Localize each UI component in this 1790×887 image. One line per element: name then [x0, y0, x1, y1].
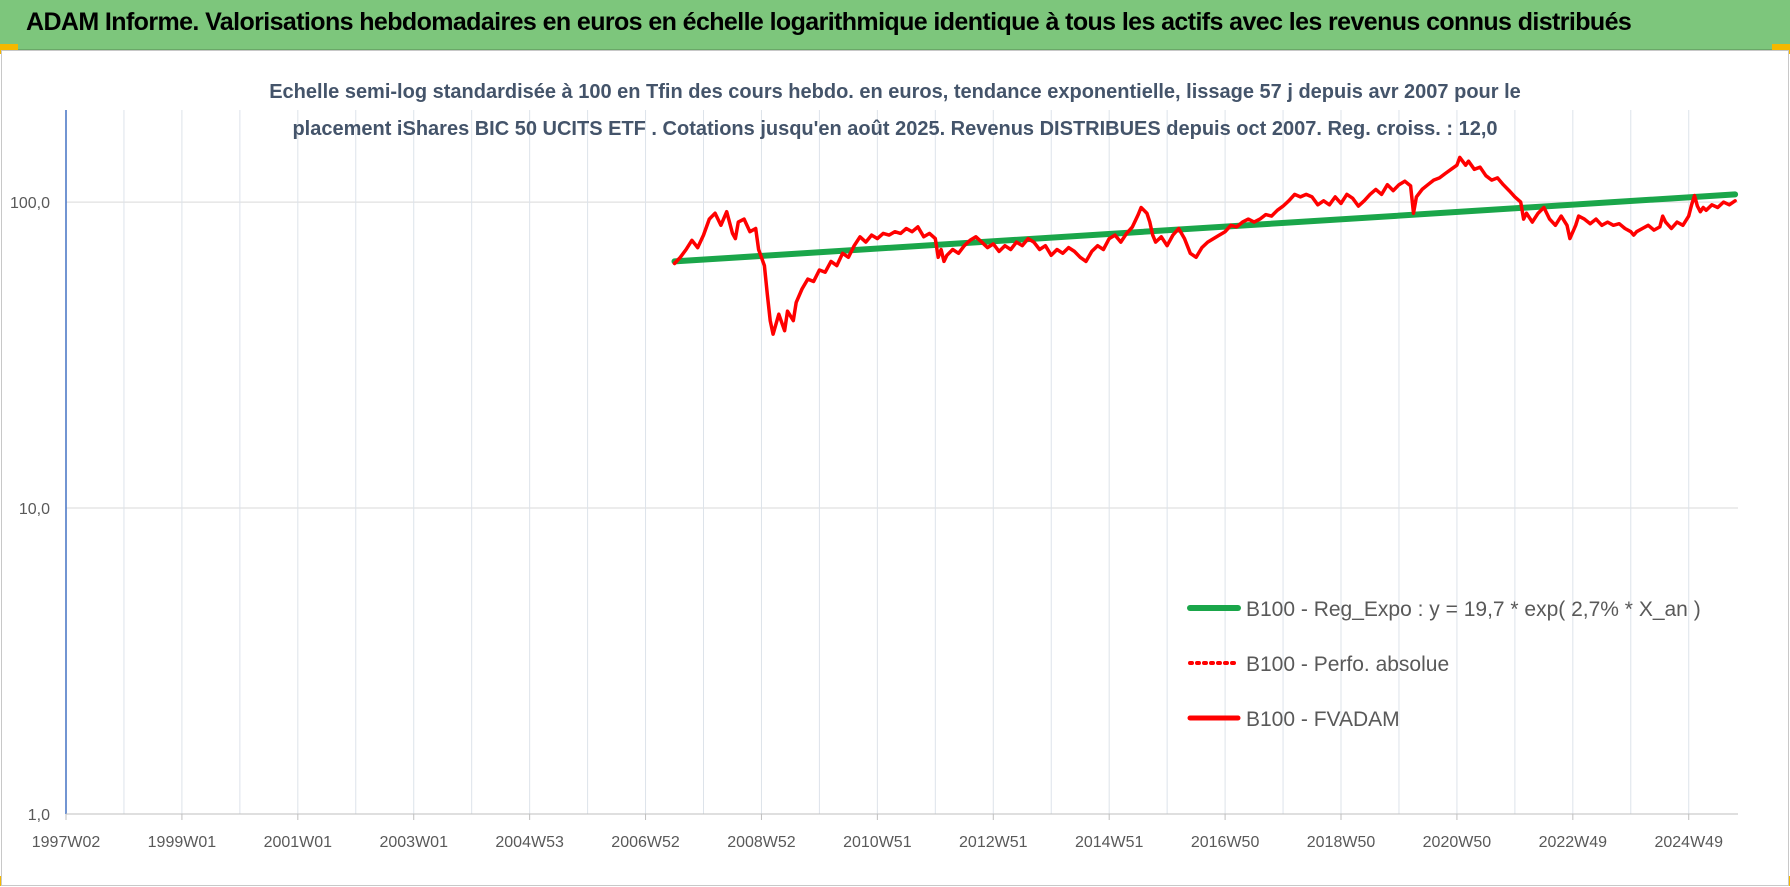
x-tick-label: 2008W52	[727, 834, 796, 851]
x-tick-label: 2016W50	[1191, 834, 1260, 851]
x-tick-label: 1997W02	[32, 834, 101, 851]
x-tick-label: 2012W51	[959, 834, 1028, 851]
series-layer	[671, 155, 1739, 336]
x-tick-label: 1999W01	[148, 834, 217, 851]
y-tick-label: 10,0	[19, 501, 50, 518]
legend-label-1: B100 - Perfo. absolue	[1246, 653, 1449, 676]
x-tick-label: 2001W01	[264, 834, 333, 851]
corner-marker-top-right	[1772, 44, 1790, 54]
chart-subtitle-line-1: Echelle semi-log standardisée à 100 en T…	[269, 81, 1521, 103]
y-tick-label: 1,0	[28, 807, 50, 824]
legend-label-0: B100 - Reg_Expo : y = 19,7 * exp( 2,7% *…	[1246, 598, 1701, 621]
x-tick-label: 2004W53	[495, 834, 564, 851]
x-tick-label: 2024W49	[1654, 834, 1723, 851]
y-tick-label: 100,0	[10, 195, 50, 212]
x-tick-label: 2022W49	[1539, 834, 1608, 851]
x-tick-label: 2020W50	[1423, 834, 1492, 851]
x-tick-label: 2010W51	[843, 834, 912, 851]
chart-frame	[1, 50, 1789, 886]
report-title: ADAM Informe. Valorisations hebdomadaire…	[26, 8, 1632, 36]
legend-label-2: B100 - FVADAM	[1246, 708, 1400, 731]
axes: 1,0 10,0 100,0 1997W02 1999W01 2001W01 2003W01…	[10, 110, 1738, 851]
chart-legend: B100 - Reg_Expo : y = 19,7 * exp( 2,7% *…	[1187, 598, 1701, 731]
corner-marker-top-left	[0, 44, 18, 54]
chart-subtitle-line-2: placement iShares BIC 50 UCITS ETF . Cot…	[292, 118, 1497, 140]
grid	[66, 110, 1738, 815]
x-tick-label: 2003W01	[379, 834, 448, 851]
x-tick-label: 2006W52	[611, 834, 680, 851]
x-tick-label: 2018W50	[1307, 834, 1376, 851]
report-banner: ADAM Informe. Valorisations hebdomadaire…	[0, 0, 1790, 50]
x-tick-label: 2014W51	[1075, 834, 1144, 851]
series-line-2	[672, 155, 1737, 336]
